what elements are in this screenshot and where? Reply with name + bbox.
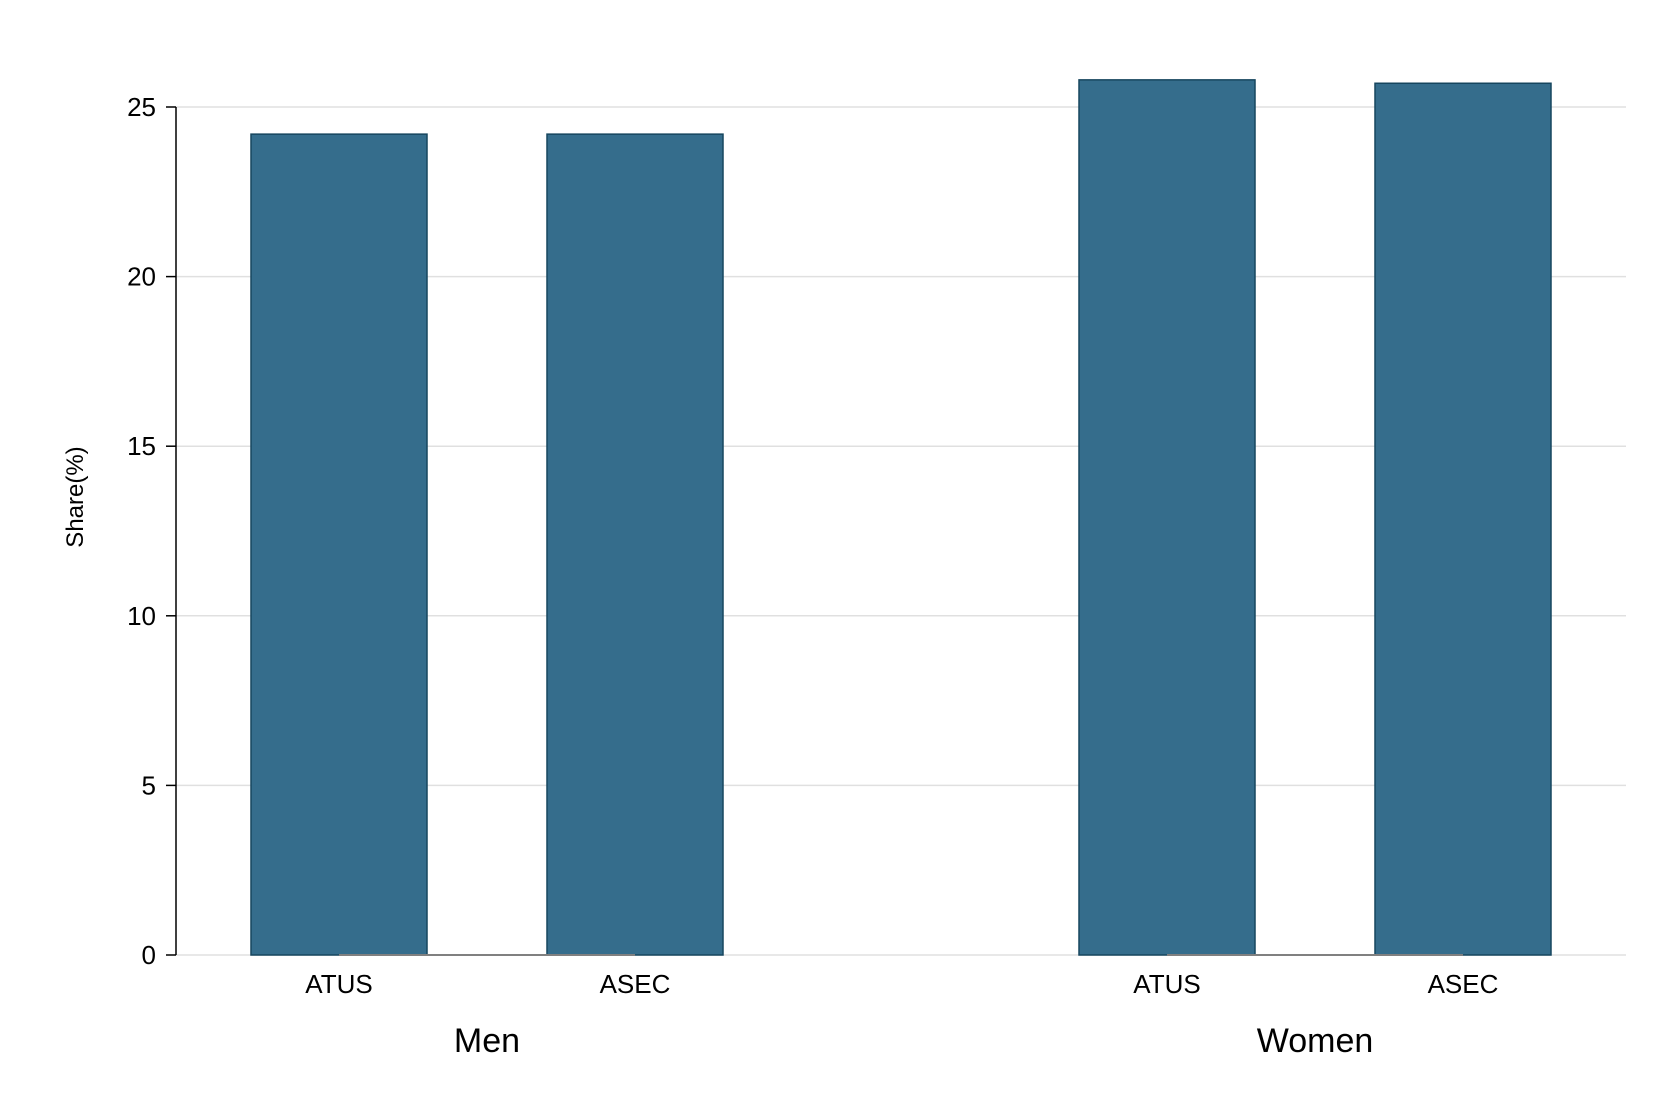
bar-women-atus xyxy=(1078,79,1256,956)
y-tick-label-25: 25 xyxy=(127,92,156,122)
y-tick-label-10: 10 xyxy=(127,601,156,631)
bars xyxy=(250,79,1552,956)
bar-men-atus xyxy=(250,133,428,956)
y-axis: 0 5 10 15 20 25 xyxy=(127,92,177,970)
bar-women-asec xyxy=(1374,82,1552,956)
category-label-men-asec: ASEC xyxy=(600,969,671,999)
bar-men-asec xyxy=(546,133,724,956)
y-tick-label-0: 0 xyxy=(142,940,156,970)
group-label-men: Men xyxy=(454,1022,520,1060)
y-tick-label-20: 20 xyxy=(127,262,156,292)
category-label-women-atus: ATUS xyxy=(1133,969,1200,999)
category-label-women-asec: ASEC xyxy=(1428,969,1499,999)
category-label-men-atus: ATUS xyxy=(305,969,372,999)
x-axis-labels: ATUS ASEC Men ATUS ASEC Women xyxy=(305,969,1498,1060)
y-axis-title: Share(%) xyxy=(62,446,89,547)
y-tick-label-15: 15 xyxy=(127,431,156,461)
y-tick-label-5: 5 xyxy=(142,770,156,800)
group-label-women: Women xyxy=(1257,1022,1374,1060)
